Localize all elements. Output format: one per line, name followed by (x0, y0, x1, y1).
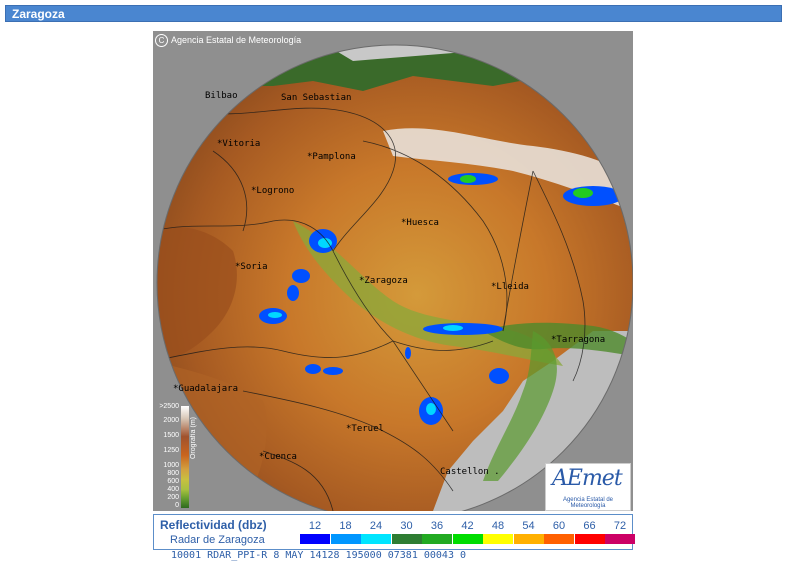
legend-level-value: 60 (552, 520, 566, 532)
aemet-logo-mark: AEmet (552, 466, 623, 491)
city-label-castellon: Castellon . (440, 467, 500, 477)
legend-level-swatch (513, 534, 544, 544)
aemet-logo-subtitle: Agencia Estatal de Meteorología (562, 497, 614, 509)
status-line: 10001 RDAR_PPI-R 8 MAY 14128 195000 0738… (153, 550, 633, 562)
legend-level-value: 72 (613, 520, 627, 532)
legend-level-swatch (391, 534, 422, 544)
city-label-tarragona: *Tarragona (551, 335, 606, 345)
legend-title: Reflectividad (dbz) (160, 518, 267, 532)
city-label-soria: *Soria (235, 262, 268, 272)
legend-level-value: 54 (522, 520, 535, 532)
orography-tick: 1250 (163, 447, 179, 454)
legend-level-swatch (452, 534, 483, 544)
aemet-logo: AEmet Agencia Estatal de Meteorología (545, 463, 631, 511)
province-borders (157, 107, 586, 511)
legend-level-swatch (422, 534, 452, 544)
orography-legend: Orografía (m) >2500 2000 1500 1250 1000 … (153, 403, 209, 511)
legend-level-swatch (483, 534, 513, 544)
legend-level-value: 12 (308, 520, 322, 532)
copyright-icon: C (155, 34, 168, 47)
legend-level-value: 18 (339, 520, 352, 532)
city-label-bilbao: Bilbao (205, 91, 238, 101)
legend-level-swatch (605, 534, 635, 544)
city-label-vitoria: *Vitoria (217, 139, 261, 149)
orography-tick: 600 (167, 478, 179, 485)
legend-level-swatch (574, 534, 605, 544)
legend-level-swatch (544, 534, 574, 544)
orography-tick: 1500 (163, 432, 179, 439)
legend-level-value: 36 (430, 520, 444, 532)
city-label-lleida: *Lleida (491, 282, 529, 292)
orography-tick: 400 (167, 486, 179, 493)
orography-tick: 800 (167, 470, 179, 477)
page-title: Zaragoza (12, 7, 65, 21)
orography-tick: >2500 (159, 403, 179, 410)
city-label-teruel: *Teruel (346, 424, 384, 434)
copyright-notice: C Agencia Estatal de Meteorología (155, 34, 301, 47)
city-label-logrono: *Logrono (251, 186, 295, 196)
status-text: 10001 RDAR_PPI-R 8 MAY 14128 195000 0738… (171, 550, 467, 561)
city-label-guadalajara: *Guadalajara (173, 384, 239, 394)
legend-level-value: 42 (461, 520, 474, 532)
orography-tick: 1000 (163, 462, 179, 469)
legend-level-swatch (330, 534, 361, 544)
orography-label: Orografía (m) (190, 417, 197, 460)
city-label-san-sebastian: San Sebastian (281, 93, 352, 103)
legend-level-value: 66 (583, 520, 596, 532)
orography-tick: 0 (175, 502, 179, 509)
legend-level-value: 24 (369, 520, 383, 532)
legend-level-swatch (300, 534, 330, 544)
city-label-huesca: *Huesca (401, 218, 439, 228)
orography-tick: 2000 (163, 417, 179, 424)
legend-level-swatch (361, 534, 391, 544)
legend-level-value: 48 (491, 520, 505, 532)
city-label-pamplona: *Pamplona (307, 152, 356, 162)
radar-echoes (259, 173, 623, 425)
city-label-cuenca: *Cuenca (259, 452, 297, 462)
city-label-zaragoza: *Zaragoza (359, 276, 408, 286)
radar-map-graphic (153, 31, 633, 511)
reflectivity-legend: Reflectividad (dbz) Radar de Zaragoza 12… (153, 514, 635, 550)
orography-tick: 200 (167, 494, 179, 501)
page-titlebar: Zaragoza (5, 5, 782, 22)
orography-scale-bar (181, 406, 189, 508)
copyright-text: Agencia Estatal de Meteorología (171, 35, 302, 45)
legend-subtitle: Radar de Zaragoza (170, 534, 265, 546)
radar-map[interactable]: C Agencia Estatal de Meteorología Bilbao … (153, 31, 633, 511)
radar-coverage (157, 45, 633, 511)
legend-level-value: 30 (400, 520, 413, 532)
